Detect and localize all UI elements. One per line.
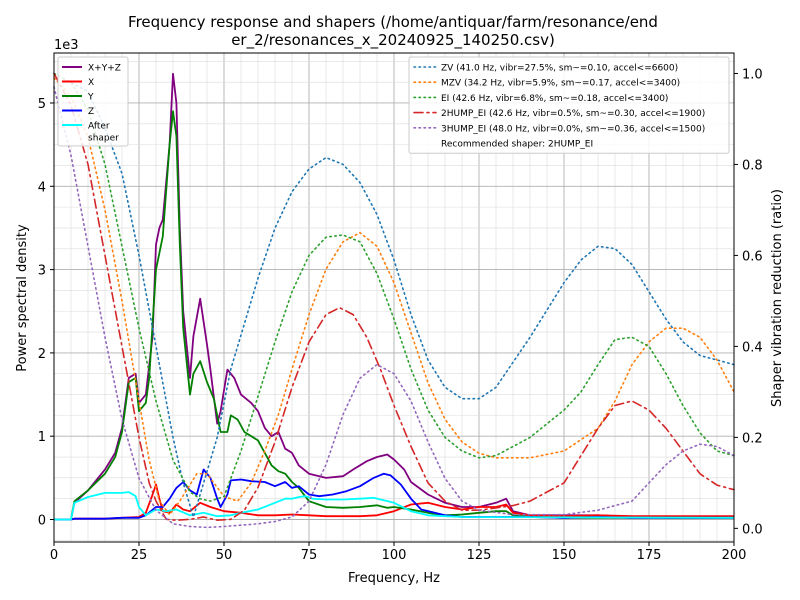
x-axis-label: Frequency, Hz: [348, 571, 440, 586]
x-axis-ticks: 0 25 50 75 100 125 150 175 200: [50, 542, 747, 563]
psd-line-x: [54, 483, 734, 521]
shaper-line-zv: [53, 72, 735, 520]
grid: [54, 53, 734, 542]
x-tick-label: 125: [467, 548, 492, 563]
legend-label: EI (42.6 Hz, vibr=6.8%, sm~=0.18, accel<…: [441, 94, 668, 104]
x-tick-label: 150: [552, 548, 577, 563]
legend-psd: X+Y+Z XYZ After shaper: [57, 56, 129, 147]
y2-tick-label: 0.2: [742, 431, 763, 446]
y-tick-label: 5: [38, 97, 46, 112]
legend-label: X+Y+Z: [88, 64, 121, 74]
legend-label: Y: [87, 93, 94, 103]
plot-series: [53, 72, 735, 529]
shaper-line-2hump-ei: [53, 72, 735, 522]
x-tick-label: 0: [50, 548, 58, 563]
y2-tick-label: 0.6: [742, 249, 763, 264]
shaper-line-mzv: [53, 77, 735, 517]
x-tick-label: 75: [301, 548, 318, 563]
y2-tick-label: 0.0: [742, 522, 763, 537]
y2-axis-label: Shaper vibration reduction (ratio): [770, 189, 785, 407]
recommended-shaper-label: Recommended shaper: 2HUMP_EI: [441, 140, 593, 150]
y-tick-label: 0: [38, 514, 46, 529]
x-tick-label: 175: [637, 548, 662, 563]
legend-right-box: [408, 56, 730, 154]
x-tick-label: 100: [382, 548, 407, 563]
y2-axis-ticks: 0.0 0.2 0.4 0.6 0.8 1.0: [734, 67, 763, 537]
x-tick-label: 25: [131, 548, 148, 563]
x-tick-label: 50: [216, 548, 233, 563]
shaper-line-3hump-ei: [53, 86, 735, 529]
psd-line-y: [54, 110, 734, 521]
chart-title-line2: er_2/resonances_x_20240925_140250.csv): [231, 31, 555, 50]
y2-tick-label: 1.0: [742, 67, 763, 82]
y-tick-label: 3: [38, 264, 46, 279]
y-exponent-label: 1e3: [54, 38, 79, 53]
legend-label: 3HUMP_EI (48.0 Hz, vibr=0.0%, sm~=0.36, …: [441, 124, 705, 134]
legend-label: 2HUMP_EI (42.6 Hz, vibr=0.5%, sm~=0.30, …: [441, 109, 705, 119]
y-axis-ticks: 0 1 2 3 4 5: [38, 97, 54, 529]
y-tick-label: 2: [38, 347, 46, 362]
legend-label: X: [88, 78, 94, 88]
y-tick-label: 4: [38, 180, 46, 195]
chart-title-line1: Frequency response and shapers (/home/an…: [128, 13, 658, 31]
legend-left-box: [57, 56, 129, 147]
y2-tick-label: 0.4: [742, 340, 763, 355]
legend-shapers: ZV (41.0 Hz, vibr=27.5%, sm~=0.10, accel…: [408, 56, 730, 154]
y2-tick-label: 0.8: [742, 158, 763, 173]
legend-label: MZV (34.2 Hz, vibr=5.9%, sm~=0.17, accel…: [441, 79, 680, 89]
legend-label: After shaper: [88, 122, 119, 144]
y-axis-label: Power spectral density: [15, 224, 30, 372]
y-tick-label: 1: [38, 430, 46, 445]
shaper-line-ei: [53, 72, 735, 502]
legend-label: Z: [88, 107, 94, 117]
legend-label: ZV (41.0 Hz, vibr=27.5%, sm~=0.10, accel…: [441, 64, 678, 74]
x-tick-label: 200: [722, 548, 747, 563]
